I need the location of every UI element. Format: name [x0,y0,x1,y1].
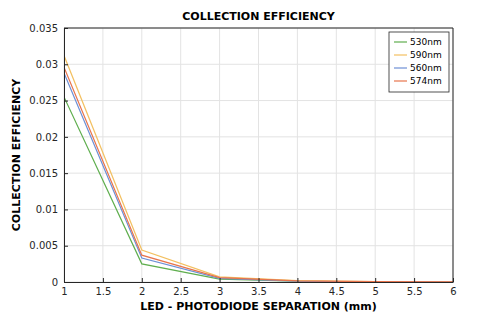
tick-label: 2.5 [173,286,189,297]
grid-line-y [64,173,453,174]
legend-swatch [394,67,407,68]
tick: 0.03 [36,59,68,70]
legend-swatch [394,41,407,42]
grid-line-x [453,28,454,282]
series-line [64,97,453,282]
tick-label: 4 [295,286,301,297]
tick: 0.005 [29,240,68,251]
series-line [64,67,453,282]
legend-label: 590nm [410,50,442,60]
grid-line-y [64,28,453,29]
x-axis: 1 1.5 2 2.5 3 3.5 4 4.5 5 5.5 6 [61,278,456,297]
tick: 0.02 [36,132,68,143]
grid-line-x [375,28,376,282]
axis-line [65,282,454,283]
tick-label: 3.5 [251,286,267,297]
tick-mark [181,278,182,282]
tick-label: 6 [450,286,456,297]
tick-mark [64,282,68,283]
tick-label: 0.03 [36,59,58,70]
grid-line-x [64,28,65,282]
x-axis-title: LED - PHOTODIODE SEPARATION (mm) [140,300,377,313]
grid-line-x [180,28,181,282]
tick-label: 0.02 [36,132,58,143]
tick: 0.015 [29,168,68,179]
tick-mark [414,278,415,282]
legend-label: 574nm [410,76,442,86]
frame [64,28,453,29]
tick-mark [64,246,68,247]
tick-mark [375,278,376,282]
tick-mark [64,209,68,210]
legend-box [389,32,449,92]
tick: 0.035 [29,23,68,34]
tick-label: 0.01 [36,204,58,215]
legend-swatch [394,80,407,81]
tick-label: 0.025 [29,95,58,106]
legend: 530nm 590nm 560nm 574nm [389,32,449,92]
tick: 2.5 [173,278,189,297]
grid-line-x [219,28,220,282]
tick-mark [64,173,68,174]
tick-label: 0.005 [29,240,58,251]
tick-label: 0.015 [29,168,58,179]
grid-line-y [64,100,453,101]
y-axis: 0 0.005 0.01 0.015 0.02 0.025 0.03 0.035 [29,23,68,288]
tick: 4.5 [329,278,345,297]
grid-line-x [141,28,142,282]
tick-label: 2 [139,286,145,297]
tick-label: 0 [52,277,58,288]
grid-line-y [64,245,453,246]
title: COLLECTION EFFICIENCY [182,10,336,23]
tick: 3.5 [251,278,267,297]
tick-label: 1.5 [95,286,111,297]
grid [64,28,453,282]
plot-background [64,28,453,282]
tick-label: 0.035 [29,23,58,34]
tick: 5.5 [407,278,423,297]
y-axis-title: COLLECTION EFFICIENCY [10,78,23,232]
axis-line [64,29,65,283]
tick-label: 4.5 [329,286,345,297]
tick-mark [220,278,221,282]
tick-mark [103,278,104,282]
tick-label: 3 [217,286,223,297]
tick: 0.01 [36,204,68,215]
grid-line-x [258,28,259,282]
tick: 3 [217,278,223,297]
frame [453,28,454,282]
tick-mark [142,278,143,282]
grid-line-y [64,136,453,137]
tick-label: 5.5 [407,286,423,297]
tick: 0.025 [29,95,68,106]
tick-mark [64,64,68,65]
tick-mark [64,101,68,102]
tick: 2 [139,278,145,297]
legend-label: 560nm [410,63,442,73]
legend-label: 530nm [410,37,442,47]
tick-mark [336,278,337,282]
chart: 1 1.5 2 2.5 3 3.5 4 4.5 5 5.5 6 0 0.005 0.01 0.015 0.02… [0,0,500,316]
grid-line-x [336,28,337,282]
tick-mark [297,278,298,282]
tick-mark [259,278,260,282]
tick-label: 1 [61,286,67,297]
tick: 4 [295,278,301,297]
grid-line-x [297,28,298,282]
legend-swatch [394,54,407,55]
tick: 5 [373,278,379,297]
tick: 1.5 [95,278,111,297]
tick-label: 5 [373,286,379,297]
tick: 0 [52,277,68,288]
tick-mark [64,137,68,138]
series-line [64,73,453,282]
